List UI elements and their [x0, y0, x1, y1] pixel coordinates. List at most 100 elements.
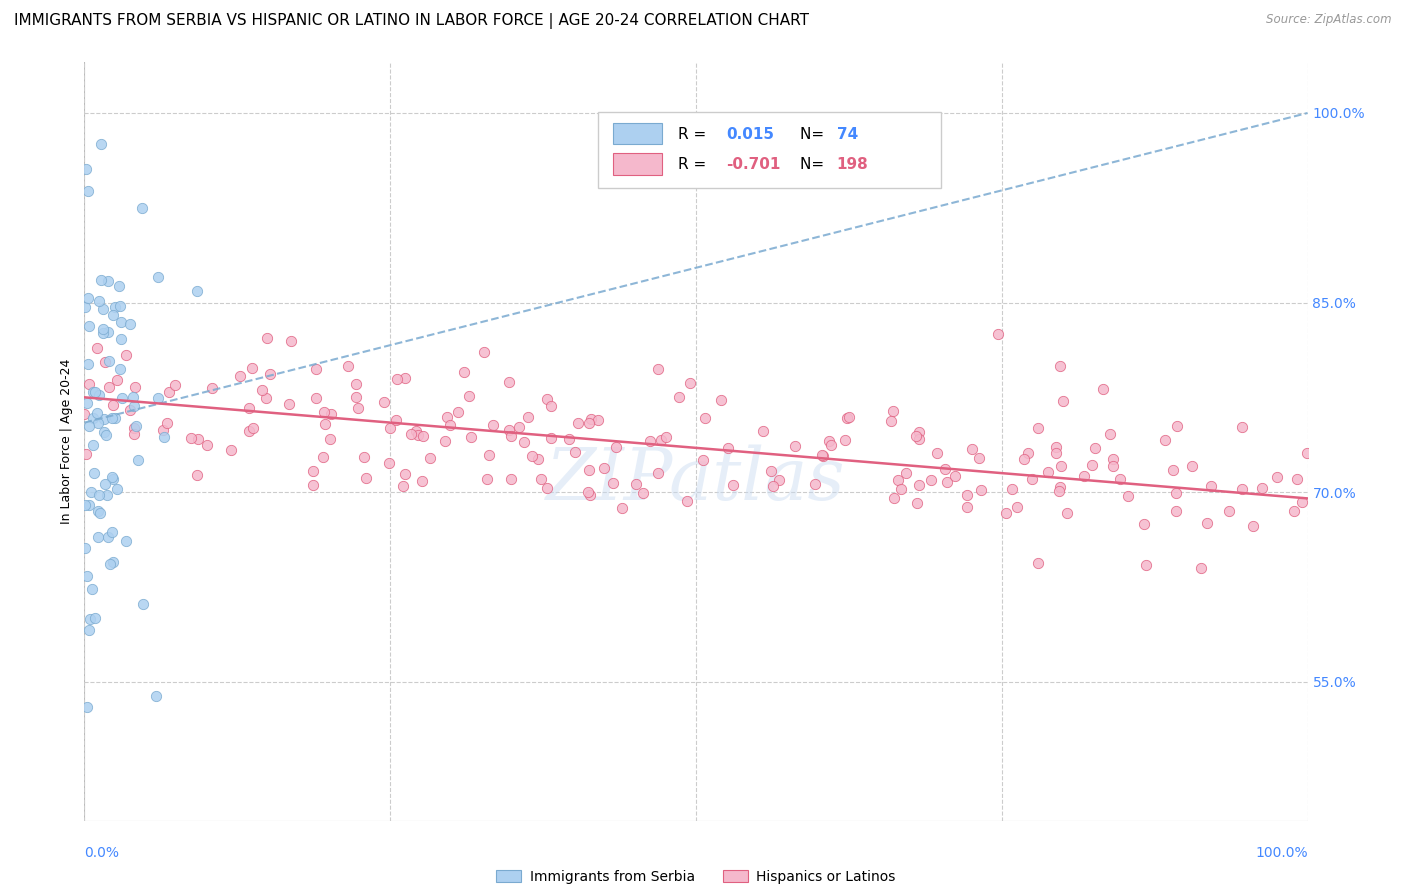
Point	[564, 444, 586, 458]
Point	[536, 392, 558, 407]
Point	[447, 405, 470, 419]
Point	[1251, 481, 1274, 495]
Point	[165, 378, 187, 392]
Point	[578, 416, 600, 430]
FancyBboxPatch shape	[613, 153, 662, 175]
Point	[1166, 418, 1188, 433]
Point	[146, 391, 169, 405]
Point	[83, 611, 105, 625]
FancyBboxPatch shape	[598, 112, 941, 187]
Point	[373, 395, 395, 409]
Point	[124, 426, 146, 441]
Point	[337, 359, 360, 373]
Point	[834, 433, 856, 447]
Point	[305, 391, 328, 405]
Point	[1049, 483, 1071, 498]
Point	[87, 530, 110, 544]
Y-axis label: In Labor Force | Age 20-24: In Labor Force | Age 20-24	[60, 359, 73, 524]
Point	[124, 380, 146, 394]
Point	[1073, 469, 1095, 483]
Point	[131, 201, 153, 215]
Point	[76, 395, 98, 409]
Point	[647, 467, 669, 481]
Point	[527, 452, 550, 467]
Point	[312, 450, 335, 465]
Point	[887, 473, 910, 487]
Point	[77, 623, 100, 637]
Point	[145, 689, 167, 703]
Point	[110, 332, 132, 346]
Point	[97, 274, 120, 288]
Point	[956, 500, 979, 514]
Point	[101, 472, 124, 486]
Point	[242, 421, 264, 435]
Text: 100.0%: 100.0%	[1256, 846, 1308, 860]
Point	[498, 376, 520, 390]
Point	[936, 475, 959, 490]
Point	[508, 419, 530, 434]
Point	[77, 184, 100, 198]
Point	[108, 299, 131, 313]
Point	[392, 479, 415, 493]
Point	[1284, 504, 1306, 518]
Point	[118, 403, 141, 417]
Point	[586, 413, 609, 427]
Point	[77, 419, 100, 434]
Point	[517, 410, 540, 425]
Point	[89, 294, 111, 309]
Point	[498, 423, 520, 437]
Point	[122, 421, 145, 435]
Point	[945, 469, 967, 483]
Point	[187, 432, 209, 446]
Point	[513, 435, 536, 450]
Point	[180, 431, 202, 445]
Point	[344, 390, 367, 404]
Text: Source: ZipAtlas.com: Source: ZipAtlas.com	[1267, 13, 1392, 27]
Point	[86, 406, 108, 420]
Point	[693, 411, 716, 425]
Point	[314, 417, 336, 431]
Point	[77, 376, 100, 391]
Point	[385, 371, 408, 385]
Point	[1049, 480, 1071, 494]
Point	[1291, 495, 1313, 509]
Point	[602, 475, 624, 490]
Point	[186, 284, 208, 298]
Point	[186, 468, 208, 483]
Text: 0.0%: 0.0%	[84, 846, 120, 860]
Point	[93, 412, 115, 426]
Text: -0.701: -0.701	[727, 157, 780, 172]
Point	[576, 485, 599, 500]
Point	[110, 315, 132, 329]
Point	[457, 389, 479, 403]
Text: R =: R =	[678, 127, 711, 142]
Point	[1135, 558, 1157, 573]
Point	[768, 473, 790, 487]
Point	[87, 416, 110, 430]
Point	[567, 416, 589, 430]
Point	[522, 449, 544, 463]
Text: 198: 198	[837, 157, 869, 172]
Point	[82, 438, 104, 452]
Point	[238, 424, 260, 438]
Point	[87, 504, 110, 518]
Point	[717, 441, 740, 455]
Point	[668, 390, 690, 404]
Point	[146, 270, 169, 285]
Point	[319, 407, 342, 421]
Point	[76, 569, 98, 583]
Point	[905, 428, 928, 442]
Point	[219, 442, 242, 457]
Point	[908, 477, 931, 491]
Point	[579, 488, 602, 502]
Point	[82, 410, 104, 425]
Point	[121, 390, 143, 404]
Point	[347, 401, 370, 416]
Point	[411, 474, 433, 488]
Point	[356, 470, 378, 484]
Point	[752, 424, 775, 438]
Point	[1084, 441, 1107, 455]
Point	[201, 381, 224, 395]
Point	[302, 464, 325, 478]
Point	[84, 384, 107, 399]
